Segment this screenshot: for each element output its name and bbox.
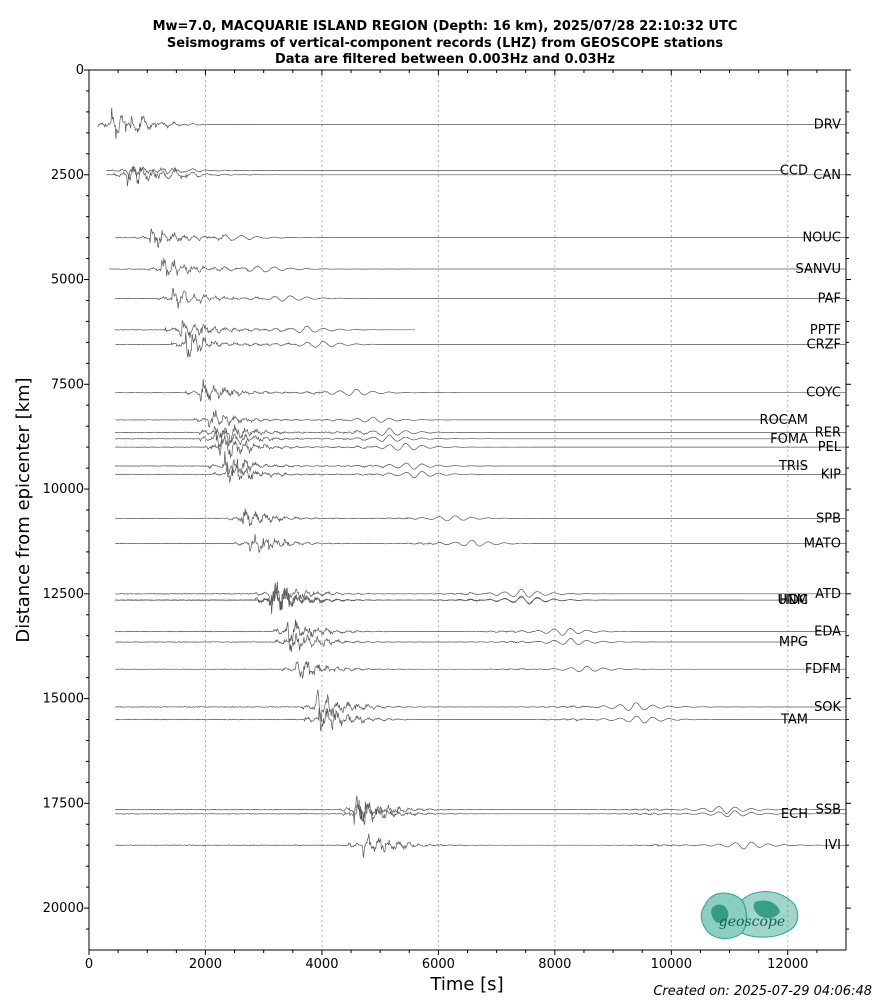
trace-SPB xyxy=(115,508,846,527)
trace-UNM xyxy=(115,591,745,615)
trace-ATD xyxy=(115,581,846,607)
station-label-FDFM: FDFM xyxy=(805,662,841,677)
station-label-NOUC: NOUC xyxy=(802,231,841,246)
station-label-MATO: MATO xyxy=(804,537,841,552)
trace-MPG xyxy=(115,633,808,653)
y-tick-label-15000: 15000 xyxy=(43,692,84,707)
trace-PPTF xyxy=(115,320,415,339)
y-tick-label-20000: 20000 xyxy=(43,901,84,916)
station-label-SANVU: SANVU xyxy=(795,262,841,277)
station-label-KIP: KIP xyxy=(821,467,841,482)
x-tick-label-10000: 10000 xyxy=(651,957,692,972)
x-tick-label-12000: 12000 xyxy=(767,957,808,972)
created-timestamp: Created on: 2025-07-29 04:06:48 xyxy=(653,984,872,999)
geoscope-logo: geoscope xyxy=(700,891,799,940)
station-label-ROCAM: ROCAM xyxy=(760,413,808,428)
title-line-3: Data are filtered between 0.003Hz and 0.… xyxy=(275,52,615,67)
trace-TRIS xyxy=(115,451,808,476)
station-label-ECH: ECH xyxy=(781,807,808,822)
y-tick-label-12500: 12500 xyxy=(43,587,84,602)
trace-FOMA xyxy=(115,429,785,448)
trace-FDFM xyxy=(115,661,846,679)
x-tick-label-0: 0 xyxy=(85,957,93,972)
y-tick-label-7500: 7500 xyxy=(51,377,84,392)
station-label-DRV: DRV xyxy=(814,117,841,132)
trace-RER xyxy=(115,424,846,443)
station-label-TRIS: TRIS xyxy=(778,459,808,474)
y-tick-label-17500: 17500 xyxy=(43,796,84,811)
grid-lines xyxy=(204,70,789,950)
station-label-ATD: ATD xyxy=(815,587,841,602)
station-label-RER: RER xyxy=(815,425,841,440)
title-line-2: Seismograms of vertical-component record… xyxy=(167,36,723,51)
x-tick-label-6000: 6000 xyxy=(422,957,455,972)
trace-EDA xyxy=(115,619,846,643)
y-tick-label-10000: 10000 xyxy=(43,482,84,497)
trace-CRZF xyxy=(115,332,846,358)
station-label-PEL: PEL xyxy=(818,440,842,455)
trace-MATO xyxy=(115,533,846,553)
plot-frame xyxy=(88,69,847,951)
station-label-CAN: CAN xyxy=(813,168,841,183)
trace-NOUC xyxy=(115,228,846,248)
trace-KIP xyxy=(115,464,846,483)
seismogram-traces xyxy=(97,107,846,858)
trace-PAF xyxy=(115,287,846,309)
station-label-COYC: COYC xyxy=(806,386,841,401)
x-tick-label-4000: 4000 xyxy=(305,957,338,972)
y-axis-label: Distance from epicenter [km] xyxy=(13,377,34,642)
logo-landmass xyxy=(711,900,780,923)
station-label-PPTF: PPTF xyxy=(810,323,841,338)
station-label-HDC: HDC xyxy=(779,593,808,608)
trace-PEL xyxy=(114,435,846,458)
station-label-SPB: SPB xyxy=(816,511,841,526)
y-tick-label-5000: 5000 xyxy=(51,273,84,288)
trace-HDC xyxy=(115,586,808,611)
station-label-CCD: CCD xyxy=(780,164,808,179)
station-label-MPG: MPG xyxy=(779,635,808,650)
station-label-TAM: TAM xyxy=(780,713,808,728)
trace-CCD xyxy=(106,165,785,179)
y-tick-label-0: 0 xyxy=(76,63,84,78)
x-tick-label-8000: 8000 xyxy=(538,957,571,972)
station-label-SSB: SSB xyxy=(816,803,841,818)
trace-TAM xyxy=(115,707,846,731)
axis-ticks: 0 2000 4000 6000 8000 10000 12000 0 2500 5000 7500… xyxy=(43,63,851,972)
y-tick-label-2500: 2500 xyxy=(51,168,84,183)
trace-ECH xyxy=(115,799,846,826)
chart-title: Mw=7.0, MACQUARIE ISLAND REGION (Depth: … xyxy=(153,19,738,67)
station-label-FOMA: FOMA xyxy=(770,432,808,447)
station-label-EDA: EDA xyxy=(814,625,841,640)
trace-IVI xyxy=(115,833,846,858)
station-label-CRZF: CRZF xyxy=(807,337,842,352)
logo-text: geoscope xyxy=(719,914,785,930)
title-line-1: Mw=7.0, MACQUARIE ISLAND REGION (Depth: … xyxy=(153,19,738,34)
trace-SANVU xyxy=(109,258,846,277)
trace-SSB xyxy=(115,795,846,825)
trace-CAN xyxy=(106,166,846,187)
station-label-UNM: UNM xyxy=(778,593,808,608)
trace-ROCAM xyxy=(115,409,791,428)
trace-SOK xyxy=(115,689,846,722)
station-label-IVI: IVI xyxy=(824,838,841,853)
trace-COYC xyxy=(115,378,846,402)
station-label-SOK: SOK xyxy=(814,700,841,715)
trace-DRV xyxy=(97,107,846,139)
station-label-PAF: PAF xyxy=(818,291,841,306)
x-tick-label-2000: 2000 xyxy=(189,957,222,972)
x-axis-label: Time [s] xyxy=(429,974,503,995)
